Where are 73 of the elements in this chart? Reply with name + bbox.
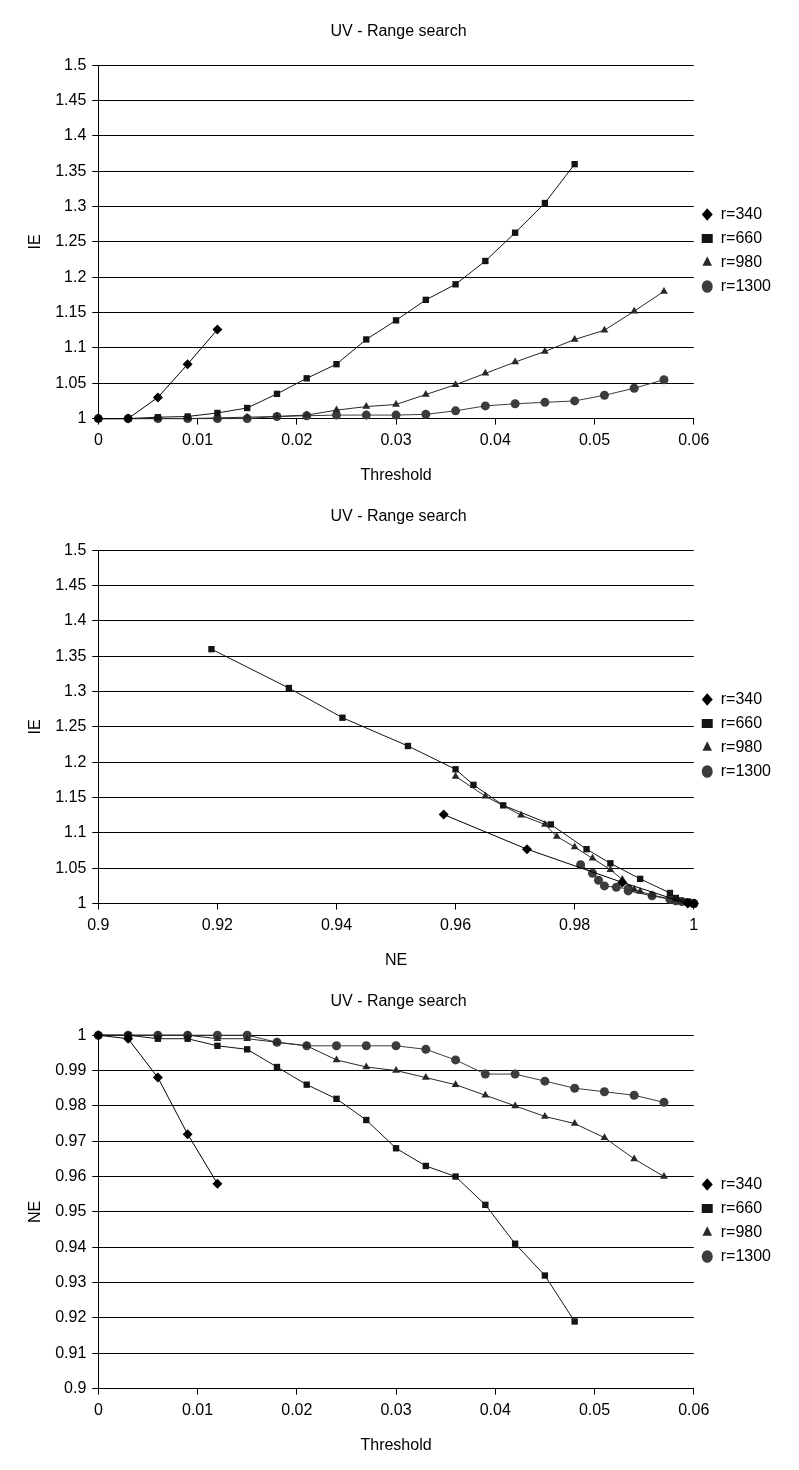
y-tick-label: 1.2 xyxy=(64,752,87,770)
y-tick-label: 1 xyxy=(77,409,87,427)
x-tick-label: 0.98 xyxy=(559,915,591,933)
y-tick-label: 0.93 xyxy=(55,1272,87,1290)
x-tick-label: 0.05 xyxy=(578,1400,611,1418)
y-axis-title: NE xyxy=(26,1200,44,1224)
y-tick-label: 1 xyxy=(77,894,87,912)
legend-label: r=1300 xyxy=(720,761,772,779)
y-tick-label: 1.4 xyxy=(64,611,87,629)
x-axis-title: NE xyxy=(384,950,408,968)
legend-label: r=660 xyxy=(720,1198,763,1216)
y-tick-label: 0.96 xyxy=(55,1166,87,1184)
x-tick-label: 0.01 xyxy=(182,430,214,448)
y-tick-label: 1.35 xyxy=(55,161,87,179)
x-tick-label: 1 xyxy=(689,915,699,933)
y-tick-label: 0.91 xyxy=(55,1343,87,1361)
legend-label: r=340 xyxy=(720,689,763,707)
y-tick-label: 0.97 xyxy=(55,1131,87,1149)
x-tick-label: 0.01 xyxy=(182,1400,214,1418)
x-tick-label: 0 xyxy=(93,430,103,448)
chart-title: UV - Range search xyxy=(330,507,467,525)
y-tick-label: 0.99 xyxy=(55,1060,87,1078)
legend-label: r=980 xyxy=(720,1222,763,1240)
y-tick-label: 1.15 xyxy=(55,787,87,805)
y-tick-label: 1.45 xyxy=(55,90,87,108)
y-tick-label: 1.1 xyxy=(64,823,87,841)
x-tick-label: 0.05 xyxy=(578,430,611,448)
x-tick-label: 0.06 xyxy=(678,1400,710,1418)
y-axis-title: IE xyxy=(26,719,44,735)
y-axis-title: IE xyxy=(26,234,44,250)
y-tick-label: 1.5 xyxy=(64,55,87,73)
y-tick-label: 1.25 xyxy=(55,717,87,735)
x-tick-label: 0.92 xyxy=(201,915,234,933)
x-tick-label: 0.04 xyxy=(479,1400,511,1418)
x-tick-label: 0.02 xyxy=(281,430,313,448)
x-tick-label: 0.94 xyxy=(320,915,353,933)
x-tick-label: 0 xyxy=(93,1400,103,1418)
y-tick-label: 1.5 xyxy=(64,540,87,558)
x-tick-label: 0.03 xyxy=(380,1400,412,1418)
y-tick-label: 1.35 xyxy=(55,646,87,664)
y-tick-label: 0.98 xyxy=(55,1096,87,1114)
legend-label: r=340 xyxy=(720,204,763,222)
legend-label: r=1300 xyxy=(720,276,772,294)
y-tick-label: 1.4 xyxy=(64,126,87,144)
y-tick-label: 1.25 xyxy=(55,232,87,250)
chart-title: UV - Range search xyxy=(330,992,467,1010)
y-tick-label: 1.2 xyxy=(64,267,87,285)
y-tick-label: 0.95 xyxy=(55,1202,87,1220)
y-tick-label: 1.05 xyxy=(55,373,87,391)
legend-label: r=1300 xyxy=(720,1246,772,1264)
legend-label: r=660 xyxy=(720,713,763,731)
legend-label: r=980 xyxy=(720,737,763,755)
chart-title: UV - Range search xyxy=(330,22,467,40)
y-tick-label: 0.94 xyxy=(55,1237,87,1255)
x-axis-title: Threshold xyxy=(360,1435,432,1453)
y-tick-label: 1 xyxy=(77,1025,87,1043)
x-tick-label: 0.03 xyxy=(380,430,412,448)
x-axis-title: Threshold xyxy=(360,465,432,483)
y-tick-label: 0.92 xyxy=(55,1308,87,1326)
legend-label: r=660 xyxy=(720,228,763,246)
x-tick-label: 0.06 xyxy=(678,430,710,448)
y-tick-label: 0.9 xyxy=(64,1379,87,1397)
y-tick-label: 1.45 xyxy=(55,575,87,593)
legend-label: r=980 xyxy=(720,252,763,270)
y-tick-label: 1.15 xyxy=(55,302,87,320)
y-tick-label: 1.05 xyxy=(55,858,87,876)
x-tick-label: 0.02 xyxy=(281,1400,313,1418)
legend-label: r=340 xyxy=(720,1174,763,1192)
x-tick-label: 0.04 xyxy=(479,430,511,448)
x-tick-label: 0.96 xyxy=(440,915,472,933)
y-tick-label: 1.1 xyxy=(64,338,87,356)
y-tick-label: 1.3 xyxy=(64,681,87,699)
y-tick-label: 1.3 xyxy=(64,196,87,214)
